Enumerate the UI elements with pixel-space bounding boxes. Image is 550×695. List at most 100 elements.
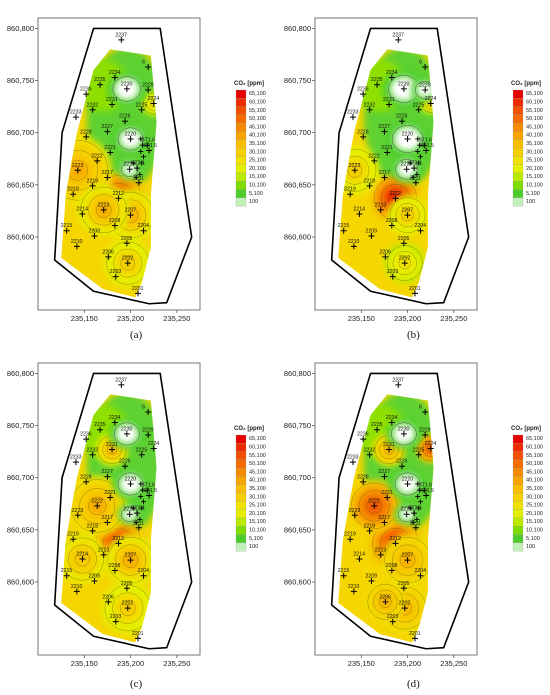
well-label: 2212	[113, 191, 125, 197]
legend-swatch	[235, 164, 247, 174]
contour-line	[80, 186, 127, 233]
well-label: 2235	[371, 422, 383, 428]
well-marker	[395, 36, 402, 43]
x-tick-label: 235,150	[71, 314, 98, 323]
well-marker	[109, 101, 116, 108]
legend-swatch	[235, 501, 247, 510]
well-marker	[411, 290, 418, 297]
well-marker	[366, 451, 373, 458]
legend-label: 35,100	[526, 141, 543, 147]
well-marker	[73, 243, 80, 250]
well-label: 2233	[70, 110, 82, 116]
well-marker	[418, 154, 424, 160]
legend-swatch	[235, 139, 247, 149]
legend-label: 40,100	[526, 478, 543, 484]
well-2202: 2202	[122, 601, 133, 612]
well-ST1_6: ST1.6	[418, 483, 432, 494]
legend-swatch	[512, 164, 524, 174]
well-label: 2201	[409, 631, 421, 637]
well-2205: 2205	[121, 236, 133, 247]
well-label: 2236	[357, 432, 369, 438]
x-tick-label: 235,200	[394, 314, 421, 323]
well-label: 2221	[104, 145, 116, 151]
well-label: 2208	[109, 563, 121, 569]
contour-line	[422, 440, 434, 457]
well-marker	[407, 505, 413, 511]
well-marker	[415, 481, 421, 487]
y-tick-label: 860,600	[7, 233, 34, 242]
well-marker	[382, 253, 389, 260]
well-marker	[72, 459, 79, 466]
well-marker	[146, 147, 153, 154]
well-2212: 2212	[113, 536, 124, 547]
contour-line	[415, 81, 434, 99]
y-tick-label: 860,700	[7, 128, 34, 137]
well-2211: 2211	[410, 520, 421, 531]
contour-line	[399, 552, 416, 568]
well-label: 2224	[425, 441, 437, 447]
legend-label: 45,100	[249, 124, 266, 130]
well-2210: 2210	[348, 239, 360, 250]
well-2212: 2212	[113, 191, 125, 202]
well-2232: 2232	[364, 447, 375, 458]
well-ST1_6: ST1.6	[141, 138, 155, 149]
well-marker	[340, 572, 347, 579]
well-marker	[145, 431, 152, 438]
well-marker	[351, 167, 358, 174]
well-2233: 2233	[70, 110, 82, 121]
well-2214: 2214	[353, 552, 365, 563]
well-marker	[415, 451, 422, 458]
well-marker	[91, 232, 98, 239]
well-label: 2204	[138, 568, 150, 574]
well-marker	[141, 499, 147, 505]
well-marker	[415, 106, 422, 113]
well-marker	[377, 551, 384, 558]
well-marker	[374, 81, 381, 88]
legend-label: 60,100	[249, 445, 266, 451]
well-2202: 2202	[399, 256, 410, 267]
well-marker	[349, 114, 356, 121]
well-marker	[412, 524, 419, 531]
y-tick-label: 860,650	[284, 525, 311, 534]
well-2231: 2231	[383, 97, 395, 108]
well-2236: 2236	[80, 87, 92, 98]
y-tick-label: 860,600	[284, 578, 311, 587]
legend-swatch	[512, 89, 524, 99]
well-marker	[423, 147, 430, 154]
well-marker	[138, 148, 144, 154]
contour-line	[112, 592, 144, 624]
well-label: 2215	[338, 568, 350, 574]
well-2203: 2203	[110, 269, 121, 280]
legend-label: 65,100	[526, 436, 543, 442]
y-tick-label: 860,700	[284, 473, 311, 482]
legend-label: 55,100	[526, 108, 543, 114]
well-label: 2215	[61, 223, 73, 229]
contour-line	[146, 96, 157, 111]
landfill-boundary	[53, 372, 193, 650]
well-2227: 2227	[101, 124, 113, 135]
well-label: 2219	[67, 532, 79, 538]
well-label: 2222	[91, 153, 103, 159]
contour-line	[351, 482, 398, 529]
contour-line	[61, 140, 108, 201]
legend-swatch	[512, 181, 524, 190]
well-2216: 2216	[124, 162, 135, 173]
well-marker	[100, 206, 107, 213]
legend-swatch	[235, 542, 247, 552]
well-label: 2202	[122, 256, 134, 262]
legend-swatch	[235, 98, 247, 107]
well-marker	[141, 154, 147, 160]
well-label: 2231	[106, 97, 118, 103]
well-ST1_6: ST1.6	[141, 483, 155, 494]
well-marker	[422, 64, 429, 71]
well-2204: 2204	[415, 223, 426, 234]
well-2230: 2230	[398, 426, 410, 437]
well-marker	[417, 572, 424, 579]
well-ST2_1: ST2.1	[408, 161, 422, 172]
legend-swatch	[512, 434, 524, 444]
